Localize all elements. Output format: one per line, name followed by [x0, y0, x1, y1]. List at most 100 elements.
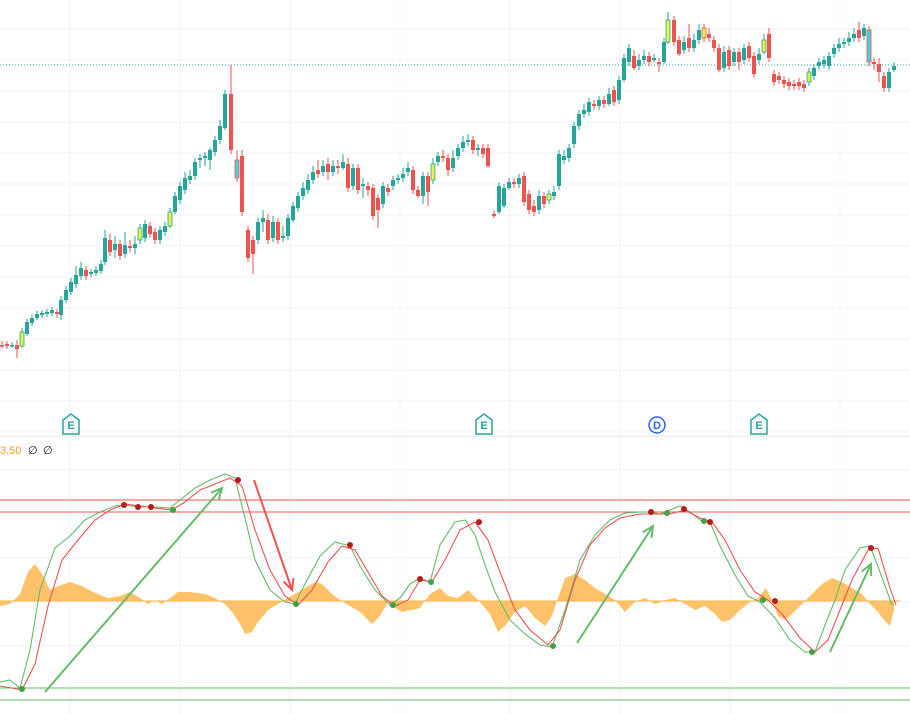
- candle-2: [10, 342, 14, 348]
- candle-body: [203, 156, 207, 158]
- candle-59: [296, 192, 300, 212]
- candle-body: [842, 42, 846, 44]
- candle-body: [411, 170, 415, 190]
- candle-45: [223, 90, 227, 130]
- candle-body: [346, 164, 350, 188]
- arrow-head: [861, 561, 873, 577]
- candle-99: [497, 182, 501, 214]
- candle-body: [577, 114, 581, 126]
- candle-body: [572, 126, 576, 144]
- candle-49: [246, 226, 250, 262]
- candle-151: [757, 48, 761, 64]
- candle-body: [552, 192, 556, 196]
- candle-body: [158, 230, 162, 240]
- crossover-marker-21: [868, 545, 874, 551]
- candle-body: [642, 56, 646, 60]
- candle-22: [108, 234, 112, 256]
- candle-69: [346, 158, 350, 192]
- candle-15: [74, 266, 78, 288]
- candle-79: [396, 174, 400, 184]
- candle-body: [757, 54, 761, 60]
- candle-body: [662, 42, 666, 62]
- candle-body: [772, 74, 776, 82]
- candle-body: [787, 82, 791, 86]
- candle-body: [69, 282, 73, 292]
- candle-body: [567, 148, 571, 158]
- candle-body: [256, 222, 260, 240]
- crossover-marker-13: [648, 509, 654, 515]
- candle-body: [592, 104, 596, 106]
- candle-body: [266, 220, 270, 240]
- candle-102: [512, 178, 516, 188]
- candle-41: [203, 152, 207, 166]
- candle-body: [852, 34, 856, 38]
- candle-body: [193, 162, 197, 176]
- candle-body: [737, 52, 741, 62]
- candle-128: [642, 50, 646, 64]
- candle-103: [517, 174, 521, 188]
- candle-body: [446, 158, 450, 170]
- candle-body: [832, 48, 836, 54]
- candle-50: [251, 236, 255, 274]
- trend-arrows: [44, 479, 873, 693]
- candle-44: [218, 120, 222, 144]
- candle-body: [376, 198, 380, 210]
- candle-129: [647, 52, 651, 66]
- candle-body: [326, 164, 330, 172]
- candle-65: [326, 158, 330, 180]
- arrow-shaft: [253, 479, 293, 591]
- candle-body: [847, 38, 851, 42]
- candle-109: [546, 190, 552, 204]
- candle-95: [476, 144, 480, 156]
- candle-13: [64, 286, 68, 303]
- crossover-marker-18: [760, 597, 766, 603]
- candle-75: [376, 194, 380, 228]
- candle-body: [271, 222, 275, 238]
- candle-88: [441, 150, 445, 162]
- candle-body: [148, 226, 152, 234]
- candle-body: [527, 194, 531, 210]
- candle-64: [321, 160, 325, 176]
- candle-body: [822, 60, 826, 64]
- candle-106: [532, 200, 536, 216]
- candle-162: [812, 64, 816, 80]
- candle-36: [178, 182, 182, 204]
- candle-146: [732, 48, 736, 66]
- candle-body: [391, 180, 395, 186]
- candle-body: [406, 168, 410, 172]
- candle-body: [492, 214, 496, 216]
- legend-value: 3.50: [0, 445, 21, 457]
- candle-156: [782, 76, 786, 88]
- candle-body: [617, 80, 621, 100]
- crossover-marker-17: [707, 519, 713, 525]
- candle-body: [522, 176, 526, 202]
- candle-body: [441, 156, 445, 158]
- candle-body: [401, 174, 405, 178]
- candle-157: [787, 78, 791, 90]
- candle-101: [507, 178, 511, 190]
- candle-7: [35, 311, 39, 320]
- oscillator-histogram: [0, 564, 900, 634]
- candle-body: [371, 188, 375, 216]
- candle-43: [213, 136, 217, 156]
- candle-145: [727, 46, 731, 70]
- earnings-label: E: [755, 420, 762, 432]
- candle-6: [30, 315, 34, 326]
- candle-89: [446, 154, 450, 176]
- candle-25: [123, 232, 127, 258]
- candle-104: [522, 172, 526, 206]
- candle-body: [50, 310, 54, 313]
- candle-158: [792, 80, 796, 90]
- candle-body: [717, 48, 721, 70]
- candle-body: [647, 56, 651, 62]
- crossover-marker-0: [19, 686, 25, 692]
- candle-body: [30, 318, 34, 323]
- candle-body: [466, 140, 470, 142]
- oscillator-legend: 3.50 ∅ ∅: [0, 445, 53, 457]
- candle-body: [607, 94, 611, 104]
- candle-132: [662, 38, 666, 64]
- candle-74: [371, 184, 375, 220]
- candle-177: [887, 68, 891, 92]
